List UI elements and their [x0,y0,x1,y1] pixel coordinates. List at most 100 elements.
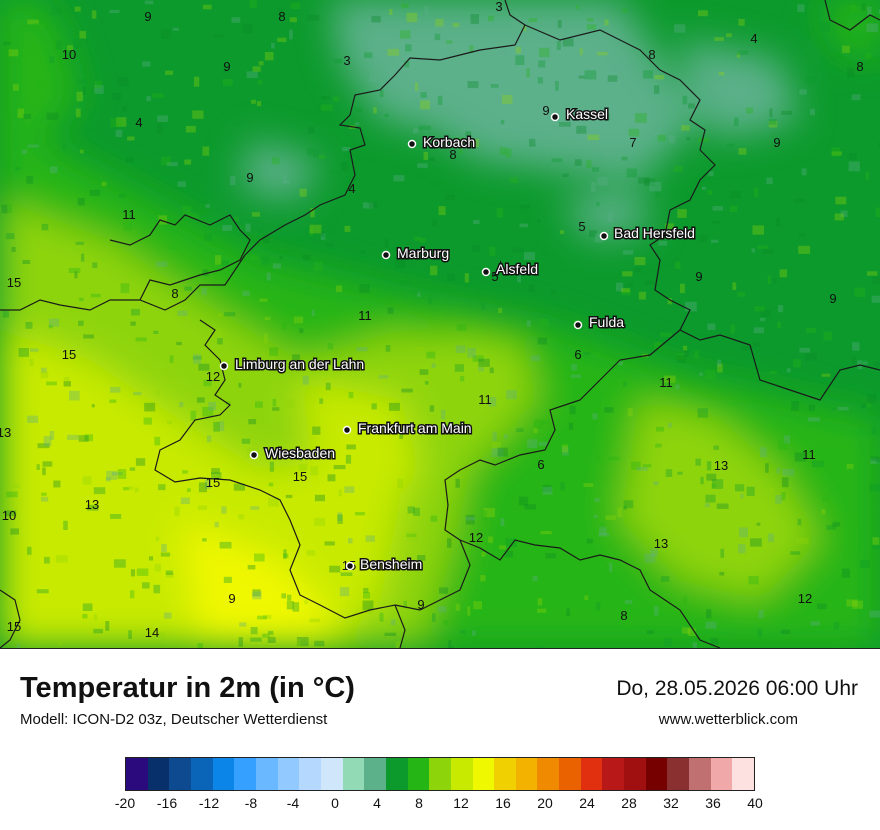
texture-speck [832,520,840,524]
texture-speck [238,383,242,388]
texture-speck [480,302,486,311]
texture-speck [49,56,55,63]
texture-speck [272,398,277,407]
texture-speck [777,440,788,450]
texture-speck [471,245,481,252]
texture-speck [213,34,224,38]
texture-speck [551,158,563,163]
texture-speck [687,628,696,636]
texture-speck [41,492,47,496]
city-fulda[interactable]: Fulda [573,313,626,332]
texture-speck [393,560,400,566]
texture-speck [862,361,868,365]
city-marburg[interactable]: Marburg [381,244,451,263]
temp-label: 11 [478,392,492,407]
texture-speck [435,25,446,29]
temp-label: 4 [135,115,142,130]
texture-speck [308,127,315,134]
texture-speck [309,618,320,623]
texture-speck [166,420,173,425]
city-wiesbaden[interactable]: Wiesbaden [249,444,337,463]
texture-speck [849,153,857,160]
temp-label: 8 [648,47,655,62]
city-alsfeld[interactable]: Alsfeld [481,260,540,279]
texture-speck [327,474,336,482]
city-frankfurt[interactable]: Frankfurt am Main [342,419,473,438]
texture-speck [246,71,258,78]
texture-speck [656,426,664,432]
texture-speck [355,122,360,126]
texture-speck [512,247,524,253]
texture-speck [545,553,557,559]
city-korbach[interactable]: Korbach [407,133,477,152]
texture-speck [142,582,150,589]
texture-speck [535,646,544,648]
texture-speck [302,375,309,385]
texture-speck [638,177,650,184]
texture-speck [118,77,129,87]
legend-tick: 0 [331,795,339,811]
texture-speck [307,14,320,21]
texture-speck [819,21,831,32]
texture-speck [146,96,151,102]
texture-speck [432,613,436,622]
temperature-labels: 9 8 3 10 9 3 9 8 4 8 4 8 7 9 9 4 11 5 15… [0,0,864,640]
texture-speck [373,107,377,114]
city-limburg[interactable]: Limburg an der Lahn [219,355,366,374]
texture-speck [753,342,761,347]
texture-speck [169,370,180,377]
texture-speck [708,171,714,177]
city-bad-hersfeld[interactable]: Bad Hersfeld [599,224,696,243]
texture-speck [406,12,418,23]
texture-speck [110,118,122,128]
texture-speck [346,444,356,450]
texture-speck [607,213,614,223]
texture-speck [258,61,264,66]
texture-speck [187,488,191,492]
texture-speck [417,163,428,168]
texture-speck [452,279,462,283]
texture-speck [184,159,192,165]
texture-speck [110,386,121,393]
texture-speck [202,269,209,277]
texture-speck [122,105,127,112]
temp-label: 9 [695,269,702,284]
texture-speck [667,298,672,305]
texture-speck [490,84,499,88]
legend-tick: 8 [415,795,423,811]
city-kassel[interactable]: Kassel [550,105,610,124]
texture-speck [736,52,740,58]
texture-speck [319,398,324,404]
texture-speck [12,484,20,489]
texture-speck [861,403,867,409]
legend-swatch [580,758,603,790]
website-link[interactable]: www.wetterblick.com [658,711,798,728]
texture-speck [160,552,171,557]
texture-speck [42,467,46,476]
texture-speck [740,493,744,499]
texture-speck [431,363,436,369]
texture-speck [538,318,549,326]
texture-speck [538,441,548,446]
texture-speck [389,402,400,411]
city-bensheim[interactable]: Bensheim [345,555,424,574]
map-footer: Temperatur in 2m (in °C) Modell: ICON-D2… [0,649,880,830]
texture-speck [604,19,609,26]
texture-speck [371,403,377,410]
texture-speck [94,80,102,89]
texture-speck [251,212,260,217]
texture-speck [281,593,287,599]
texture-speck [467,81,479,89]
texture-speck [264,52,274,61]
texture-speck [634,267,641,273]
texture-speck [72,44,78,50]
texture-speck [313,149,319,158]
texture-speck [82,603,93,611]
texture-speck [242,23,253,34]
texture-speck [850,517,862,523]
temp-label: 9 [144,9,151,24]
texture-speck [568,422,574,431]
texture-speck [448,640,452,647]
texture-speck [321,96,330,100]
texture-speck [62,143,67,151]
